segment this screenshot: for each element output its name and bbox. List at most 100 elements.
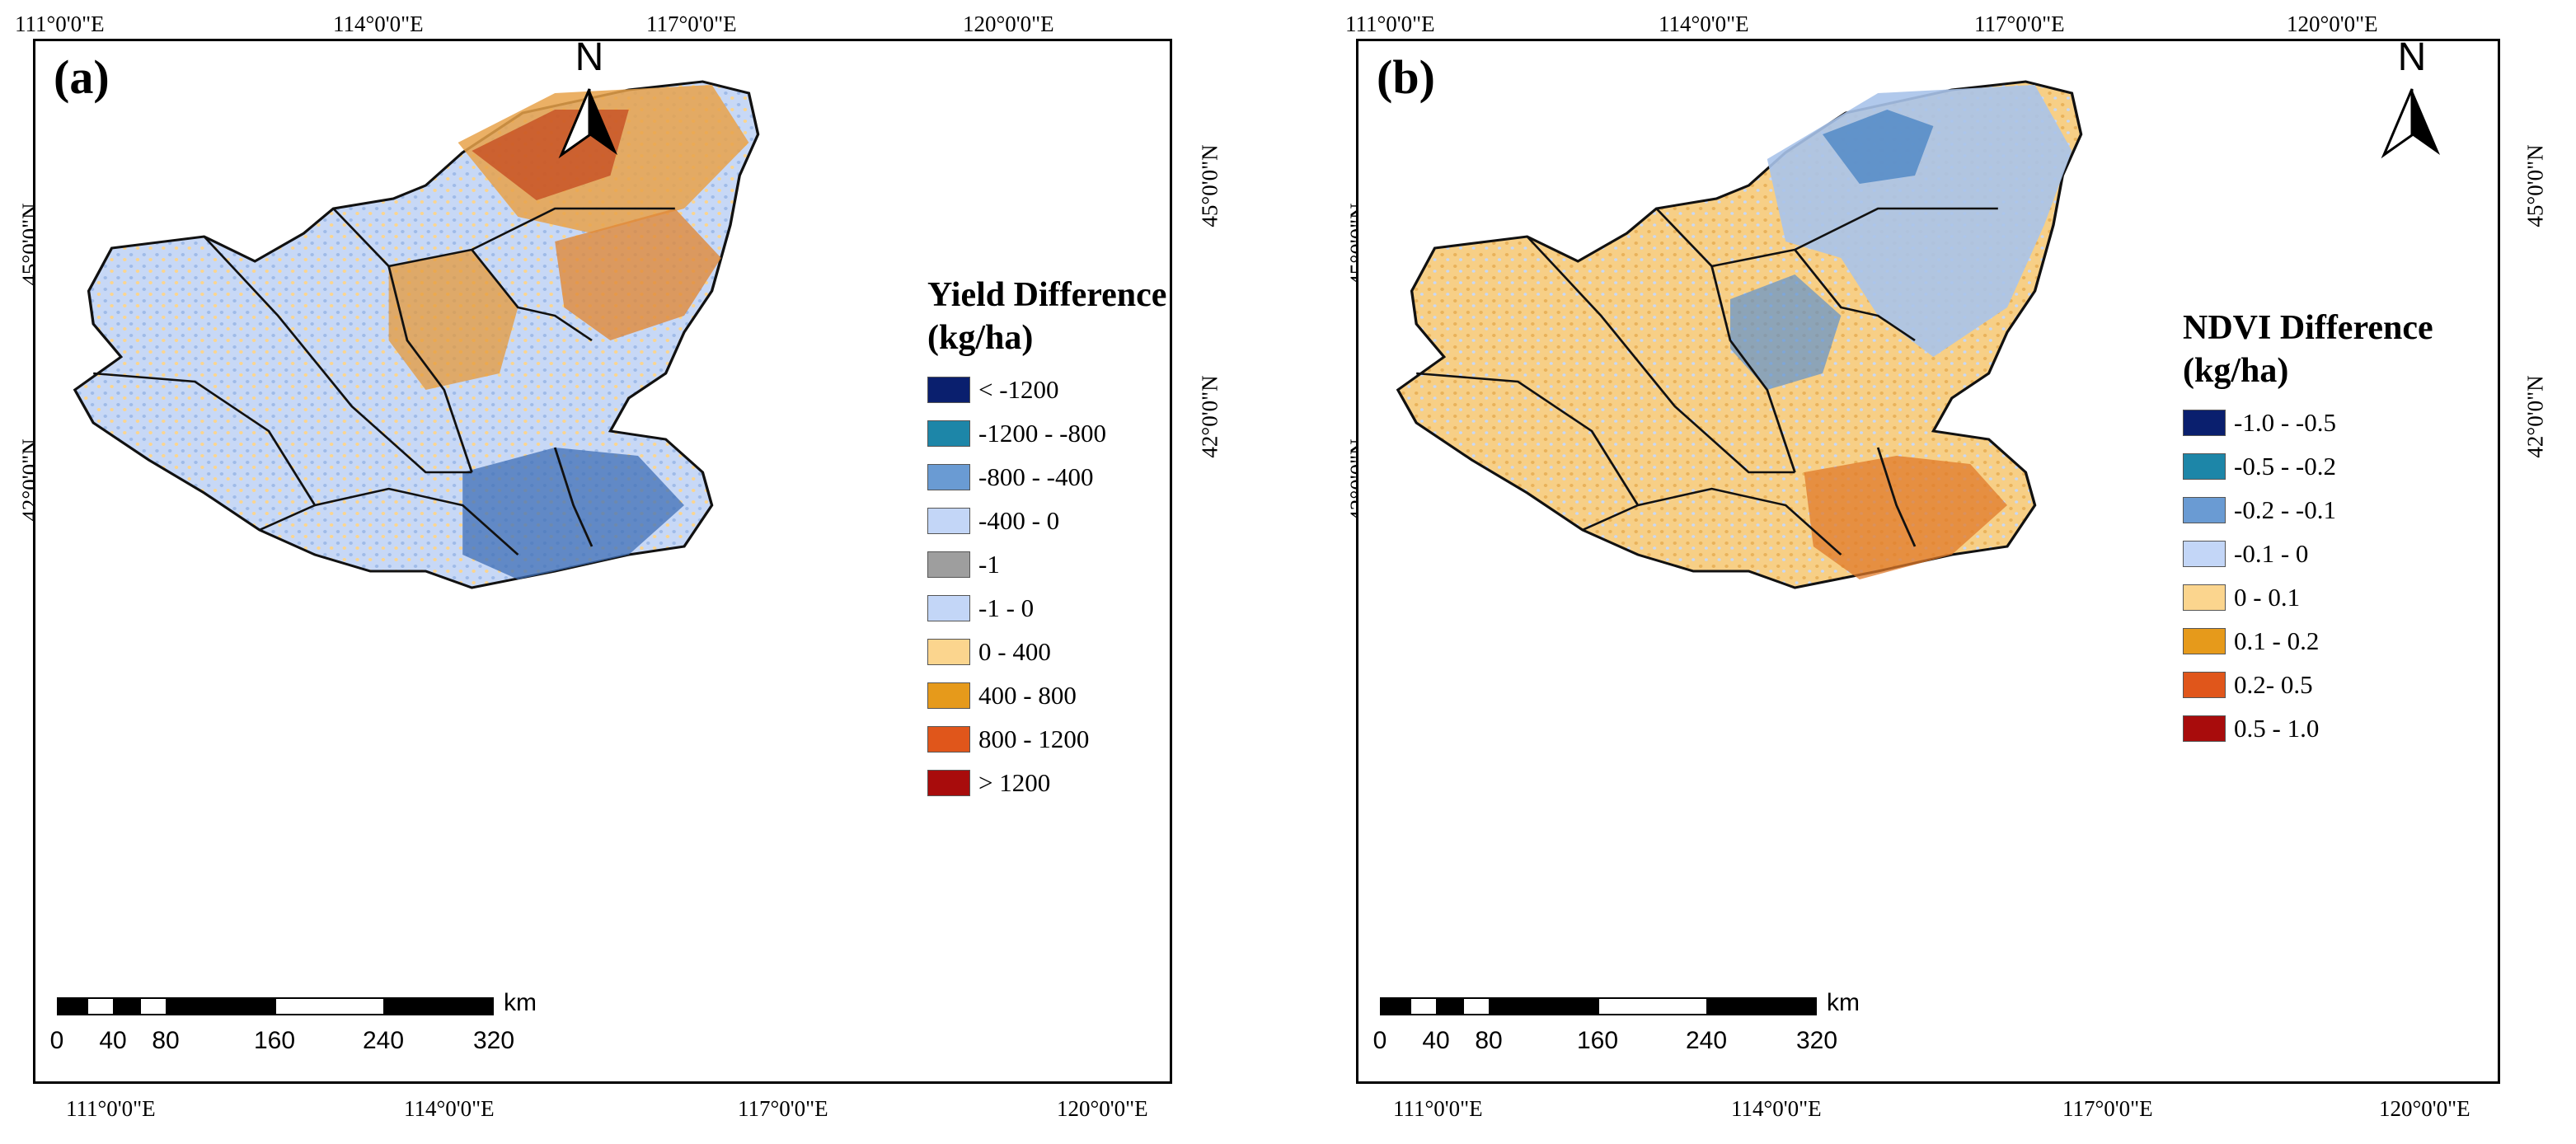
scale-segment <box>113 997 141 1015</box>
scale-segment <box>383 997 494 1015</box>
scale-segment <box>1706 997 1817 1015</box>
scale-segment <box>1410 997 1438 1015</box>
scale-segment <box>87 997 115 1015</box>
north-arrow-icon <box>2381 88 2440 159</box>
scale-segment <box>274 997 385 1015</box>
lat-label-right: 42°0'0"N <box>1197 375 1222 458</box>
county-boundaries <box>1416 207 1998 556</box>
scale-tick: 320 <box>1795 1027 1838 1054</box>
legend-swatch <box>2183 409 2226 436</box>
scale-ticks: 0 40 80 160 240 320 <box>50 1027 568 1060</box>
legend-label: 800 - 1200 <box>978 724 1090 753</box>
cool-zone-central <box>1730 274 1842 390</box>
lon-label-bottom: 117°0'0"E <box>2062 1096 2153 1121</box>
scale-tick: 0 <box>49 1027 64 1054</box>
cool-zone-south <box>462 448 684 579</box>
scale-segment <box>1436 997 1464 1015</box>
legend-label: -1.0 - -0.5 <box>2234 407 2336 437</box>
region-map <box>73 80 760 589</box>
panel-label: (b) <box>1377 50 1435 104</box>
legend-swatch <box>927 594 970 621</box>
lon-label-bottom: 114°0'0"E <box>1731 1096 1822 1121</box>
legend-units: (kg/ha) <box>927 319 1034 357</box>
legend-swatch <box>927 769 970 796</box>
legend-title: NDVI Difference <box>2183 309 2433 347</box>
legend-label: 0.2- 0.5 <box>2234 669 2313 699</box>
scale-tick: 0 <box>1372 1027 1387 1054</box>
legend-swatch <box>2183 452 2226 480</box>
lon-label-bottom: 114°0'0"E <box>404 1096 495 1121</box>
legend-item: -1200 - -800 <box>927 411 1166 455</box>
legend-item: -0.2 - -0.1 <box>2183 488 2433 532</box>
legend-item: 0.1 - 0.2 <box>2183 619 2433 663</box>
scale-unit: km <box>504 989 537 1016</box>
lon-label-top: 114°0'0"E <box>333 12 424 36</box>
legend-swatch <box>2183 496 2226 523</box>
north-arrow: N <box>556 41 622 171</box>
legend-label: 400 - 800 <box>978 680 1077 710</box>
legend-swatch <box>927 463 970 490</box>
scale-tick: 40 <box>99 1027 127 1054</box>
legend-label: 0.5 - 1.0 <box>2234 713 2320 743</box>
lon-label-top: 114°0'0"E <box>1659 12 1749 36</box>
scale-bar: km <box>1380 989 1891 1017</box>
legend-label: -1200 - -800 <box>978 418 1106 448</box>
map-frame: (b) N NDVI Difference (kg/ha) -1.0 - -0.… <box>1356 39 2500 1084</box>
lon-label-top: 120°0'0"E <box>963 12 1054 36</box>
legend-label: 0 - 0.1 <box>2234 582 2301 612</box>
legend-swatch <box>927 376 970 403</box>
lat-label-right: 45°0'0"N <box>1197 144 1222 227</box>
legend-label: -0.1 - 0 <box>2234 538 2309 568</box>
legend-swatch <box>927 725 970 753</box>
legend-label: -1 <box>978 549 1000 579</box>
legend-item: 0.5 - 1.0 <box>2183 706 2433 750</box>
lon-label-bottom: 111°0'0"E <box>1393 1096 1483 1121</box>
legend-label: -1 - 0 <box>978 593 1035 622</box>
legend-item: < -1200 <box>927 368 1166 411</box>
legend-item: > 1200 <box>927 761 1166 804</box>
lat-label-right: 42°0'0"N <box>2522 375 2548 458</box>
legend-item: -1 - 0 <box>927 586 1166 630</box>
lon-label-top: 111°0'0"E <box>15 12 105 36</box>
legend-item: -800 - -400 <box>927 455 1166 499</box>
legend-label: -400 - 0 <box>978 505 1060 535</box>
legend-swatch <box>927 638 970 665</box>
lon-label-top: 120°0'0"E <box>2287 12 2378 36</box>
scale-tick: 40 <box>1422 1027 1450 1054</box>
scale-bar: km <box>57 989 568 1017</box>
scale-tick: 240 <box>1685 1027 1728 1054</box>
lon-label-bottom: 120°0'0"E <box>1057 1096 1148 1121</box>
hot-zone-east <box>555 209 721 340</box>
legend-label: -0.2 - -0.1 <box>2234 495 2336 524</box>
legend: Yield Difference (kg/ha) < -1200 -1200 -… <box>927 274 1166 804</box>
scale-segment <box>1598 997 1708 1015</box>
scale-tick: 240 <box>362 1027 405 1054</box>
scale-tick: 160 <box>1576 1027 1619 1054</box>
cool-zone-north-core <box>1823 110 1934 184</box>
legend-label: -800 - -400 <box>978 462 1094 491</box>
lon-label-bottom: 117°0'0"E <box>738 1096 828 1121</box>
legend-swatch <box>2183 715 2226 742</box>
county-boundaries <box>93 207 675 556</box>
legend-swatch <box>927 507 970 534</box>
legend-label: 0 - 400 <box>978 636 1051 666</box>
scale-tick: 80 <box>1475 1027 1503 1054</box>
legend-swatch <box>927 551 970 578</box>
legend-label: < -1200 <box>978 374 1059 404</box>
scale-ticks: 0 40 80 160 240 320 <box>1373 1027 1891 1060</box>
legend-item: -1 <box>927 542 1166 586</box>
hot-zone-central <box>388 250 518 390</box>
legend-label: 0.1 - 0.2 <box>2234 626 2320 655</box>
scale-segment <box>139 997 167 1015</box>
scale-segment <box>57 997 88 1015</box>
lon-label-top: 117°0'0"E <box>646 12 737 36</box>
legend-swatch <box>2183 627 2226 654</box>
scale-unit: km <box>1827 989 1860 1016</box>
legend-title: Yield Difference <box>927 276 1167 314</box>
scale-segment <box>166 997 276 1015</box>
scale-segment <box>1462 997 1490 1015</box>
legend-swatch <box>2183 671 2226 698</box>
legend-item: 800 - 1200 <box>927 717 1166 761</box>
scale-tick: 160 <box>253 1027 296 1054</box>
legend-swatch <box>2183 540 2226 567</box>
